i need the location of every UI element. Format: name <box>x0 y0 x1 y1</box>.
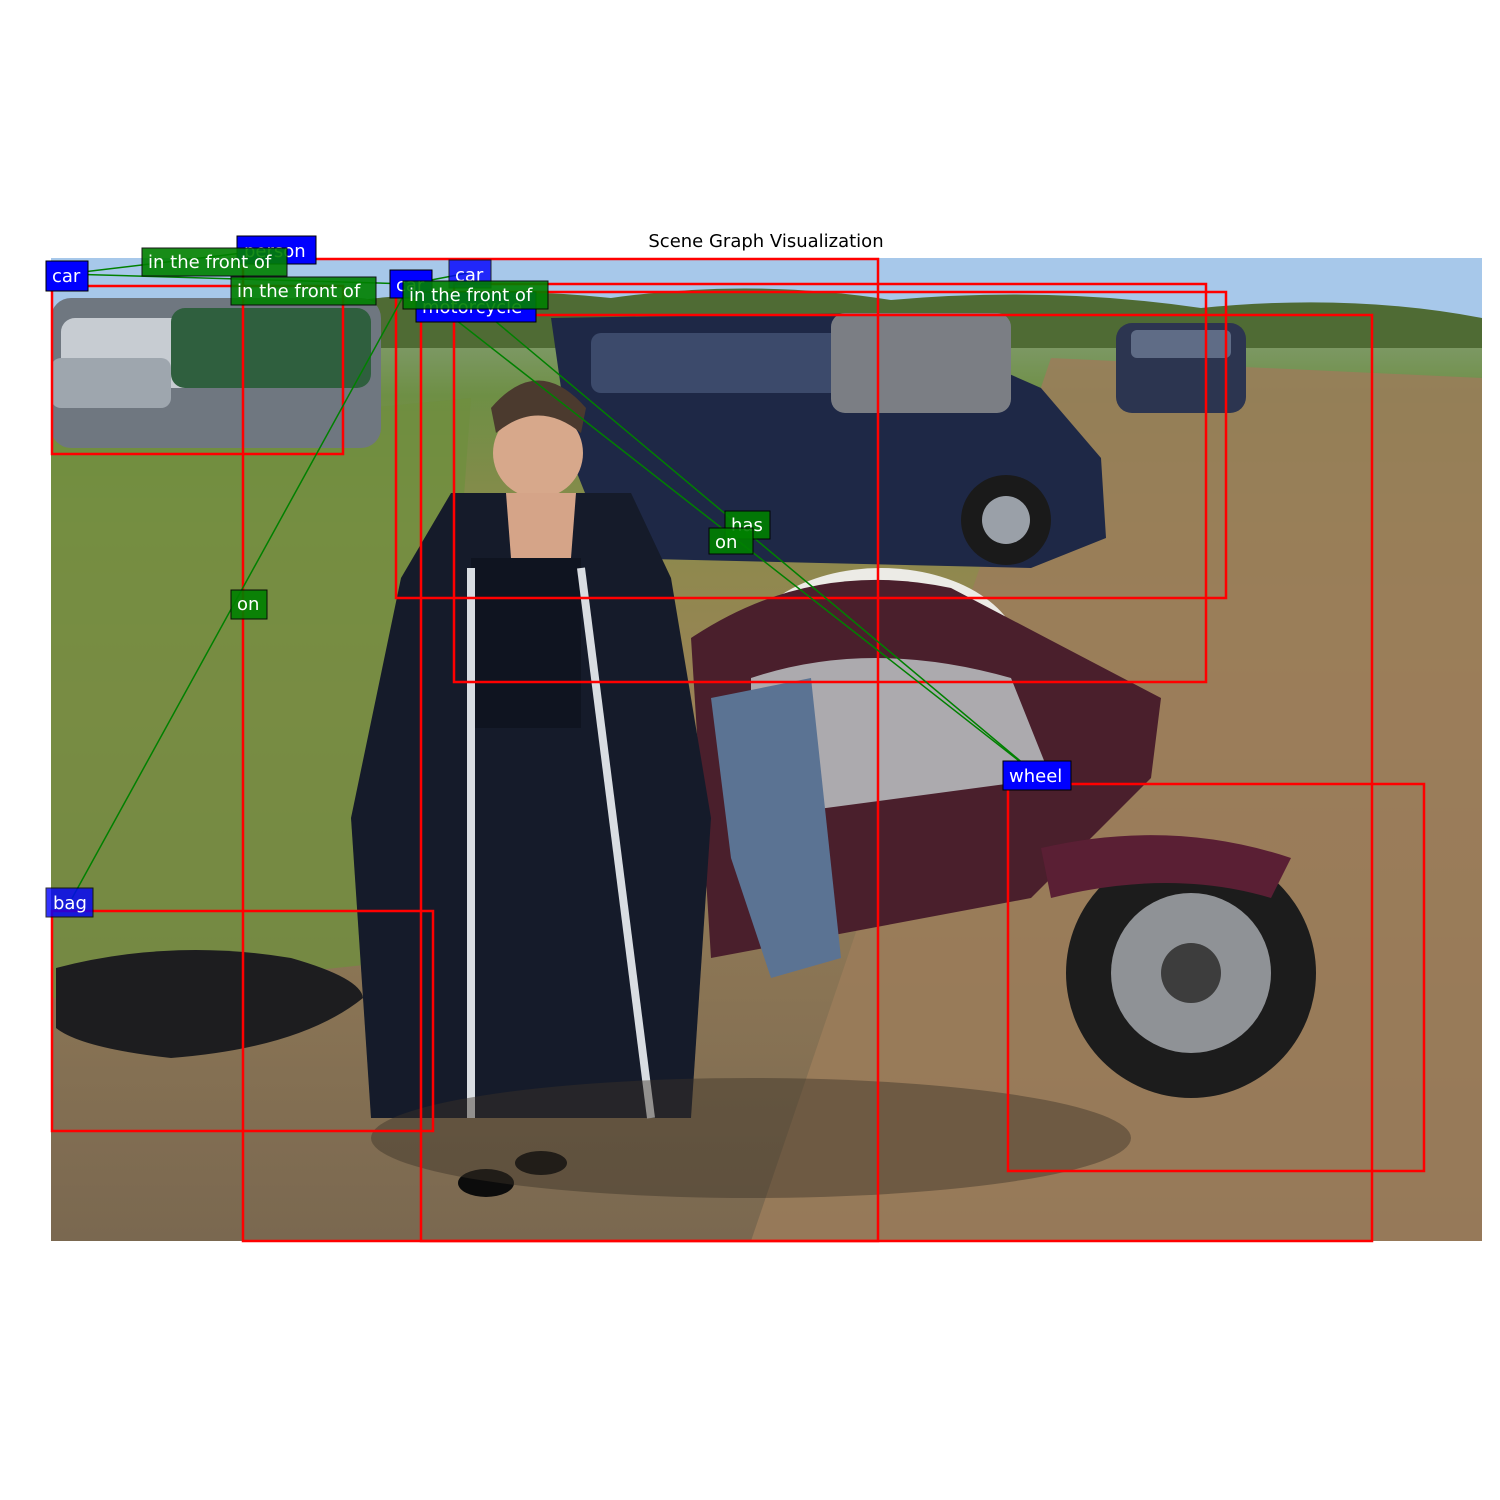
wheel-box <box>1006 782 1426 1173</box>
relation-label-text: in the front of <box>409 285 533 306</box>
edge-motorcycle-wheel <box>475 304 1038 776</box>
figure-title: Scene Graph Visualization <box>648 231 884 252</box>
leather-bag-shape <box>56 950 363 1058</box>
object-label-bag[interactable]: bag <box>45 887 94 918</box>
object-label-text: bag <box>53 893 87 914</box>
object-label-car-1[interactable]: car <box>45 260 89 292</box>
relation-label-car-car[interactable]: in the front of <box>230 276 377 306</box>
motorcycle-box <box>419 313 1374 1243</box>
bag-box <box>50 909 435 1133</box>
bounding-boxes <box>50 257 1426 1243</box>
relation-label-car-person[interactable]: in the front of <box>141 247 288 277</box>
parked-cars <box>51 298 381 448</box>
relation-labels: in the front of in the front of in the f… <box>141 247 771 620</box>
relation-label-bag-car[interactable]: on <box>230 589 268 620</box>
relation-label-text: in the front of <box>237 281 361 302</box>
object-label-text: wheel <box>1009 766 1062 787</box>
grey-suv <box>831 313 1011 413</box>
person-box <box>241 257 880 1243</box>
ground-shadow <box>371 1078 1131 1198</box>
relation-label-car-wheel[interactable]: on <box>708 527 754 555</box>
object-labels: person car car car motorcycle wheel bag <box>45 235 1072 918</box>
object-label-wheel[interactable]: wheel <box>1002 760 1072 791</box>
relation-edges <box>65 248 1038 903</box>
denim-jacket <box>711 678 841 978</box>
car-2-box <box>394 290 1228 600</box>
car-3-box <box>452 282 1208 684</box>
relation-label-car-car-2[interactable]: in the front of <box>402 280 549 310</box>
relation-label-text: in the front of <box>148 252 272 273</box>
relation-label-text: on <box>715 532 737 553</box>
relation-label-text: on <box>237 594 259 615</box>
woman-figure <box>351 380 711 1197</box>
object-label-text: car <box>52 266 81 287</box>
car-1-box <box>50 284 345 456</box>
